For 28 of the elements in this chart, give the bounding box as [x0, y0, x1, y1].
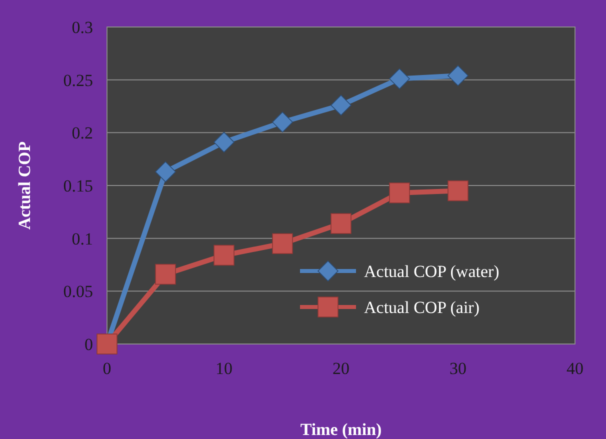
x-tick-label: 40 — [566, 359, 584, 378]
x-tick-label: 0 — [102, 359, 112, 378]
x-axis-title: Time (min) — [300, 420, 382, 439]
point — [448, 180, 468, 202]
y-tick-label: 0.3 — [72, 18, 93, 37]
point — [155, 161, 176, 182]
point — [330, 94, 352, 116]
y-tick-label: 0.1 — [72, 229, 93, 248]
point — [389, 68, 410, 90]
point — [155, 264, 176, 285]
x-tick-label: 10 — [216, 359, 232, 378]
point — [448, 65, 468, 86]
point — [214, 244, 234, 266]
y-tick-label: 0.05 — [63, 282, 93, 302]
point — [330, 213, 352, 234]
x-tick-label: 30 — [450, 359, 466, 378]
point — [272, 112, 293, 132]
point — [389, 182, 410, 204]
point — [214, 132, 234, 153]
x-tick-label: 20 — [332, 359, 350, 378]
legend-label: Actual COP (water) — [364, 262, 500, 281]
y-tick-label: 0.2 — [72, 124, 93, 143]
y-tick-label: 0 — [84, 334, 93, 354]
y-axis-title: Actual COP — [15, 141, 34, 230]
legend-label: Actual COP (air) — [364, 298, 480, 317]
point — [272, 233, 293, 254]
y-tick-label: 0.25 — [63, 70, 93, 90]
y-tick-label: 0.15 — [63, 176, 93, 196]
